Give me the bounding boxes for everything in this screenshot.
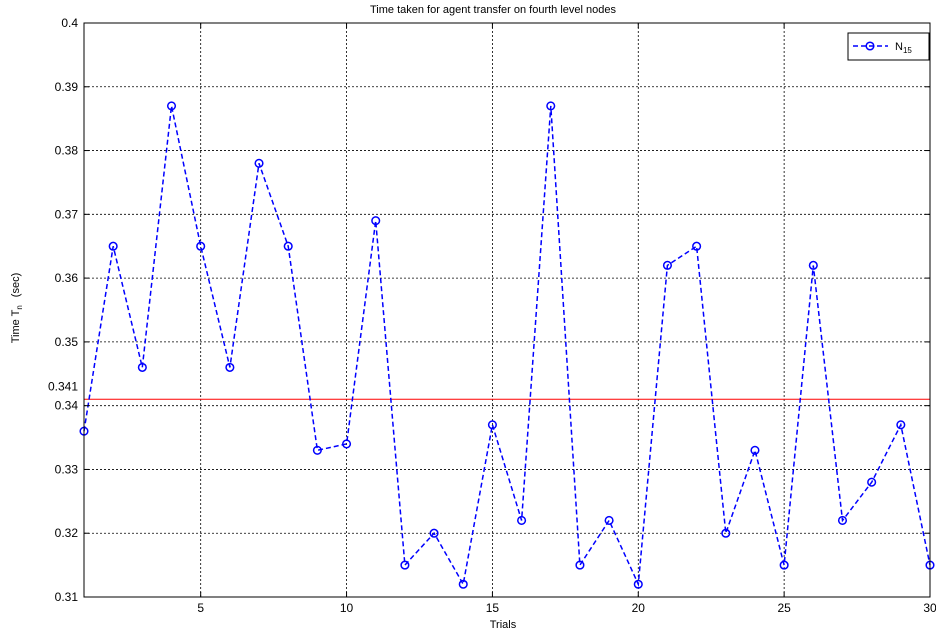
data-point	[575, 560, 585, 570]
data-point	[896, 420, 906, 430]
data-point	[312, 445, 322, 455]
y-tick-label: 0.37	[55, 207, 79, 221]
y-tick-label: 0.31	[55, 590, 79, 604]
data-point	[517, 515, 527, 526]
y-tick-label: 0.36	[55, 271, 79, 285]
y-tick-label: 0.39	[55, 80, 79, 94]
legend-entry-label: N15	[895, 41, 912, 55]
y-tick-label: 0.34	[55, 399, 79, 413]
data-point	[254, 158, 264, 168]
data-point	[721, 528, 731, 538]
chart-title: Time taken for agent transfer on fourth …	[370, 4, 617, 16]
data-point	[692, 241, 702, 251]
data-point	[487, 420, 497, 430]
data-point	[662, 260, 672, 270]
legend-series-name: N	[895, 41, 903, 53]
data-point	[808, 260, 818, 270]
legend-box	[847, 32, 930, 61]
data-point	[283, 241, 293, 251]
series-line	[83, 105, 931, 588]
data-point	[867, 477, 877, 487]
data-point	[429, 528, 439, 538]
data-point	[371, 216, 381, 226]
y-tick-label: 0.38	[55, 144, 79, 158]
data-point	[546, 101, 556, 111]
y-axis-label-main: Time T	[10, 309, 22, 343]
data-point	[779, 560, 789, 570]
x-tick-label: 30	[923, 601, 936, 615]
data-point	[458, 579, 468, 589]
y-tick-label: 0.35	[55, 335, 79, 349]
legend-series-subscript: 15	[903, 46, 912, 55]
data-point	[604, 515, 614, 526]
x-tick-label: 20	[632, 601, 646, 615]
data-point	[633, 579, 643, 589]
x-tick-label: 15	[486, 601, 500, 615]
x-tick-label: 25	[777, 601, 791, 615]
data-point	[750, 445, 760, 455]
data-point	[225, 362, 235, 372]
plot-frame	[83, 22, 931, 598]
data-point	[166, 101, 177, 111]
y-axis-label-unit: (sec)	[10, 273, 22, 297]
y-tick-label: 0.32	[55, 526, 79, 540]
data-point	[108, 241, 118, 251]
data-point	[137, 362, 147, 372]
y-axis-label-subscript: n	[15, 305, 24, 309]
y-tick-label: 0.4	[61, 16, 78, 30]
data-point	[196, 241, 206, 251]
tick-labels: 5 10 15 20 25 30 0.31 0.32 0.33 0.34 0.35 0.36 0.37 0…	[48, 16, 936, 615]
data-point	[837, 515, 848, 526]
reference-line-label: 0.341	[48, 379, 78, 393]
y-tick-label: 0.33	[55, 462, 79, 476]
data-point	[400, 560, 410, 570]
x-tick-label: 10	[340, 601, 354, 615]
data-point	[342, 439, 352, 449]
legend-marker-sample	[865, 41, 875, 51]
series-group	[79, 101, 935, 589]
y-axis-label: Time Tn (sec)	[10, 273, 24, 344]
x-axis-label: Trials	[490, 619, 517, 631]
legend: N15	[847, 32, 930, 61]
x-tick-label: 5	[197, 601, 204, 615]
grid	[84, 23, 930, 597]
